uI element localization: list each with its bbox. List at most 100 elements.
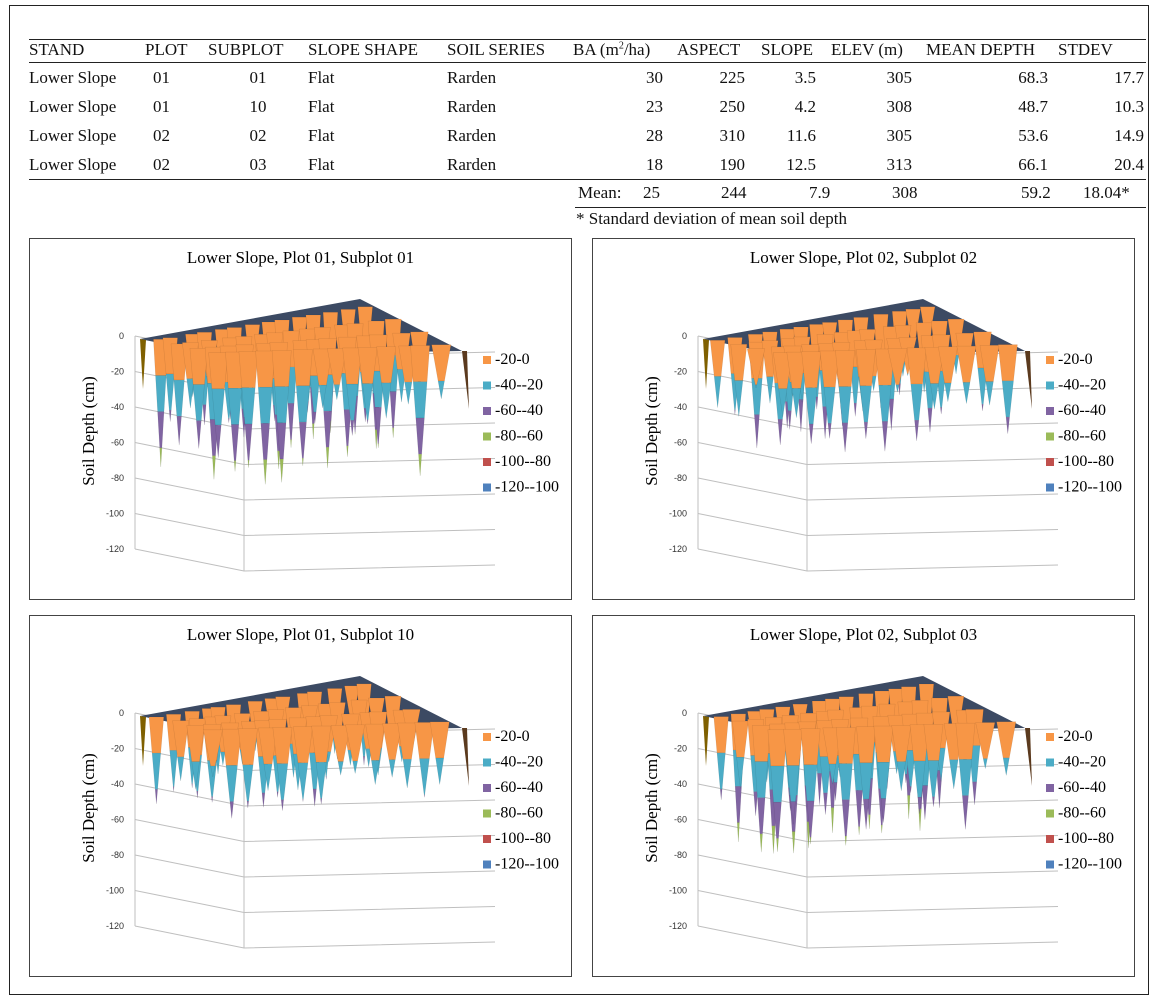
cell-plot: 02 xyxy=(145,150,208,180)
gridline xyxy=(135,926,495,948)
gridline xyxy=(698,855,1058,877)
gridline xyxy=(135,443,495,465)
table-header-row: STAND PLOT SUBPLOT SLOPE SHAPE SOIL SERI… xyxy=(29,40,1146,63)
z-tick-label: -20 xyxy=(111,744,124,754)
cell-mean-depth: 53.6 xyxy=(926,121,1058,150)
depth-spike xyxy=(801,729,820,845)
col-plot: PLOT xyxy=(145,40,208,63)
cell-aspect: 190 xyxy=(677,150,761,180)
cell-subplot: 02 xyxy=(208,121,308,150)
legend-swatch xyxy=(483,810,491,818)
col-stand: STAND xyxy=(29,40,145,63)
col-subplot: SUBPLOT xyxy=(208,40,308,63)
z-tick-label: 0 xyxy=(682,331,687,341)
gridline xyxy=(698,820,1058,842)
legend-swatch xyxy=(1046,810,1054,818)
depth-spike xyxy=(836,727,855,845)
legend-swatch xyxy=(483,484,491,492)
legend-label: -60--40 xyxy=(495,402,543,419)
depth-spike xyxy=(432,345,451,399)
z-tick-label: -80 xyxy=(674,850,687,860)
chart-title: Lower Slope, Plot 01, Subplot 01 xyxy=(187,248,414,267)
cell-ba: 28 xyxy=(573,121,677,150)
z-tick-label: -100 xyxy=(669,509,687,519)
cell-slope: 3.5 xyxy=(761,63,831,93)
z-tick-label: -40 xyxy=(674,779,687,789)
z-tick-label: -80 xyxy=(111,473,124,483)
z-tick-label: -80 xyxy=(674,473,687,483)
gridline xyxy=(698,478,1058,500)
legend-label: -100--80 xyxy=(1058,453,1114,470)
cell-slope: 11.6 xyxy=(761,121,831,150)
z-tick-label: -60 xyxy=(111,815,124,825)
gridline xyxy=(698,443,1058,465)
col-aspect: ASPECT xyxy=(677,40,761,63)
legend-swatch xyxy=(483,407,491,415)
col-elev: ELEV (m) xyxy=(831,40,926,63)
mean-slope: 7.9 xyxy=(809,183,830,203)
legend-label: -20-0 xyxy=(495,351,530,368)
y-axis-label: Soil Depth (cm) xyxy=(642,376,661,486)
legend-label: -60--40 xyxy=(1058,402,1106,419)
cell-aspect: 225 xyxy=(677,63,761,93)
depth-spike xyxy=(835,350,854,452)
depth-spike xyxy=(415,722,434,797)
cell-elev: 308 xyxy=(831,92,926,121)
gridline xyxy=(698,891,1058,913)
legend-label: -40--20 xyxy=(1058,754,1106,771)
legend-label: -100--80 xyxy=(1058,830,1114,847)
gridline xyxy=(135,549,495,571)
chart-title: Lower Slope, Plot 02, Subplot 02 xyxy=(750,248,977,267)
mean-ba: 25 xyxy=(643,183,660,203)
z-tick-label: -20 xyxy=(674,367,687,377)
legend-label: -60--40 xyxy=(495,779,543,796)
cell-stand: Lower Slope xyxy=(29,92,145,121)
gridline xyxy=(698,926,1058,948)
mean-elev: 308 xyxy=(892,183,918,203)
depth-spike xyxy=(856,350,875,439)
legend-swatch xyxy=(483,861,491,869)
cell-plot: 02 xyxy=(145,121,208,150)
depth-spike xyxy=(410,346,429,476)
cell-ba: 23 xyxy=(573,92,677,121)
cell-slope: 12.5 xyxy=(761,150,831,180)
legend-label: -20-0 xyxy=(1058,728,1093,745)
cell-subplot: 10 xyxy=(208,92,308,121)
cell-elev: 313 xyxy=(831,150,926,180)
depth-spike xyxy=(957,346,976,403)
z-tick-label: -120 xyxy=(669,544,687,554)
legend-label: -60--40 xyxy=(1058,779,1106,796)
footnote: * Standard deviation of mean soil depth xyxy=(576,209,847,229)
z-tick-label: 0 xyxy=(119,708,124,718)
legend-swatch xyxy=(1046,356,1054,364)
legend-label: -20-0 xyxy=(495,728,530,745)
col-slope-shape: SLOPE SHAPE xyxy=(308,40,447,63)
z-tick-label: -40 xyxy=(111,779,124,789)
legend-label: -80--60 xyxy=(1058,805,1106,822)
legend-swatch xyxy=(483,382,491,390)
z-tick-label: -120 xyxy=(669,921,687,931)
z-tick-label: -20 xyxy=(111,367,124,377)
legend-label: -80--60 xyxy=(495,428,543,445)
chart-title: Lower Slope, Plot 01, Subplot 10 xyxy=(187,625,414,644)
legend-swatch xyxy=(483,356,491,364)
cell-slope: 4.2 xyxy=(761,92,831,121)
cell-elev: 305 xyxy=(831,63,926,93)
legend-swatch xyxy=(483,433,491,441)
chart-plot02-subplot02: Lower Slope, Plot 02, Subplot 02 Soil Dep… xyxy=(592,238,1135,600)
legend-label: -40--20 xyxy=(495,377,543,394)
legend-swatch xyxy=(1046,759,1054,767)
z-tick-label: -120 xyxy=(106,921,124,931)
z-tick-label: 0 xyxy=(119,331,124,341)
cell-subplot: 01 xyxy=(208,63,308,93)
gridline xyxy=(135,855,495,877)
y-axis-label: Soil Depth (cm) xyxy=(79,376,98,486)
legend-swatch xyxy=(1046,433,1054,441)
